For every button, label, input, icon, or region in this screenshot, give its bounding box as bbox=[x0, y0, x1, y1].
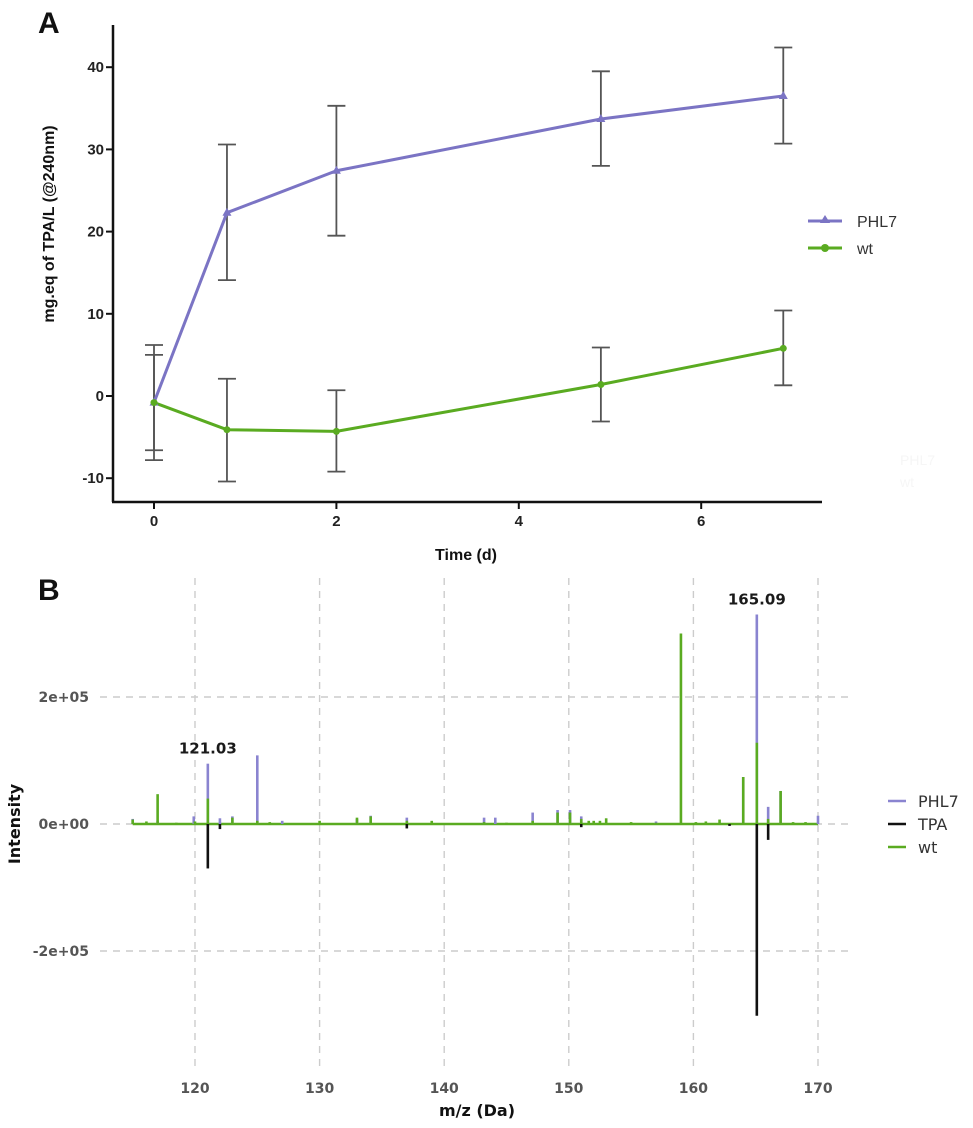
legend-label: TPA bbox=[917, 815, 947, 834]
panel-a-series-lines bbox=[152, 94, 784, 433]
panel-a-y-axis-title: mg.eq of TPA/L (@240nm) bbox=[41, 125, 58, 322]
panel-a-point-phl7 bbox=[596, 113, 606, 122]
panel-b-peaks bbox=[131, 614, 820, 1016]
panel-b-x-tick-label: 120 bbox=[180, 1081, 209, 1097]
panel-a-y-tick-label: 0 bbox=[96, 388, 104, 405]
panel-a-line-chart: A -10 0 10 20 30 40 0 2 4 6 Time (d) mg.eq of TPA… bbox=[38, 7, 935, 564]
panel-b-x-tick-label: 160 bbox=[679, 1081, 708, 1097]
panel-a-x-tick-label: 4 bbox=[515, 513, 524, 530]
panel-b-label: B bbox=[38, 574, 60, 607]
legend-marker bbox=[821, 244, 829, 252]
panel-a-line-wt bbox=[153, 346, 784, 433]
panel-a-point-wt bbox=[597, 380, 605, 388]
panel-b-x-tick-label: 150 bbox=[554, 1081, 583, 1097]
panel-a-point-phl7 bbox=[331, 165, 341, 174]
panel-b-tick-labels: -2e+05 0e+00 2e+05 120 130 140 150 160 170 bbox=[33, 690, 833, 1097]
panel-a-legend: PHL7 wt bbox=[808, 214, 897, 258]
panel-a-ghost-legend: PHL7 wt bbox=[899, 452, 935, 490]
panel-a-y-tick-label: 20 bbox=[87, 224, 104, 241]
panel-a-legend-item-phl7: PHL7 bbox=[808, 214, 897, 231]
panel-b-y-tick-label: 0e+00 bbox=[39, 817, 90, 833]
legend-marker bbox=[820, 215, 830, 223]
panel-b-x-tick-label: 170 bbox=[803, 1081, 832, 1097]
panel-a-y-tick-label: 30 bbox=[87, 141, 104, 158]
panel-a-markers bbox=[149, 90, 788, 435]
panel-a-line-phl7 bbox=[152, 94, 784, 404]
panel-b-peak-annotation: 121.03 bbox=[179, 740, 237, 758]
panel-a-point-phl7 bbox=[778, 90, 788, 99]
panel-b-annotations: 121.03 165.09 bbox=[179, 590, 786, 757]
panel-a-y-tick-label: 40 bbox=[87, 59, 104, 76]
legend-label: PHL7 bbox=[918, 792, 959, 811]
panel-a-error-bars bbox=[145, 46, 793, 483]
panel-b-y-tick-label: -2e+05 bbox=[33, 944, 89, 960]
panel-b-legend-item-phl7: PHL7 bbox=[888, 792, 959, 811]
panel-b-series-tpa bbox=[206, 824, 770, 1016]
panel-a-x-tick-label: 6 bbox=[697, 513, 705, 530]
legend-label: wt bbox=[918, 838, 937, 857]
legend-label: PHL7 bbox=[857, 214, 897, 231]
panel-b-x-tick-label: 140 bbox=[430, 1081, 459, 1097]
panel-b-y-axis-title: Intensity bbox=[5, 783, 24, 864]
panel-a-point-wt bbox=[223, 426, 231, 434]
panel-a-point-phl7 bbox=[222, 207, 232, 216]
panel-a-x-tick-label: 0 bbox=[150, 513, 158, 530]
panel-b-legend-item-wt: wt bbox=[888, 838, 937, 857]
panel-a-y-tick-label: -10 bbox=[82, 470, 104, 487]
panel-b-x-tick-label: 130 bbox=[305, 1081, 334, 1097]
panel-b-series-phl7 bbox=[131, 614, 820, 824]
legend-label: wt bbox=[856, 241, 874, 258]
panel-b-legend: PHL7 TPA wt bbox=[888, 792, 959, 857]
panel-a-x-tick-label: 2 bbox=[332, 513, 340, 530]
panel-b-series-wt bbox=[131, 633, 807, 824]
panel-b-y-tick-label: 2e+05 bbox=[39, 690, 89, 706]
panel-a-axes: -10 0 10 20 30 40 0 2 4 6 bbox=[82, 25, 822, 530]
panel-b-mass-spectrum: B -2e+05 0e+00 2e+05 120 130 140 150 160 170 121… bbox=[5, 574, 959, 1120]
panel-b-peak-annotation: 165.09 bbox=[728, 590, 786, 608]
ghost-legend-label: PHL7 bbox=[900, 452, 935, 468]
panel-a-point-wt bbox=[150, 399, 158, 407]
panel-a-x-axis-title: Time (d) bbox=[435, 547, 497, 564]
panel-b-legend-item-tpa: TPA bbox=[888, 815, 947, 834]
panel-a-point-wt bbox=[332, 427, 340, 435]
panel-a-label: A bbox=[38, 7, 60, 40]
ghost-legend-label: wt bbox=[899, 474, 914, 490]
panel-a-point-wt bbox=[779, 344, 787, 352]
panel-a-y-tick-label: 10 bbox=[87, 306, 104, 323]
panel-b-x-axis-title: m/z (Da) bbox=[439, 1101, 515, 1120]
panel-a-legend-item-wt: wt bbox=[808, 241, 874, 258]
